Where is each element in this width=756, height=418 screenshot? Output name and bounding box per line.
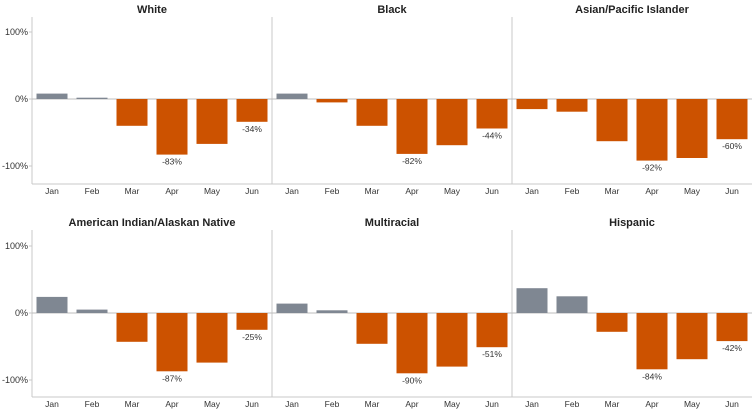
x-tick-label: May	[204, 399, 221, 409]
bar-mar	[116, 99, 148, 126]
panel-title: American Indian/Alaskan Native	[69, 217, 236, 229]
y-tick-label: 0%	[15, 308, 28, 318]
x-tick-label: Mar	[605, 399, 620, 409]
bar-may	[676, 99, 708, 158]
y-tick-label: 0%	[15, 94, 28, 104]
bar-feb	[556, 296, 588, 314]
bar-mar	[116, 313, 148, 342]
data-label: -83%	[162, 157, 182, 167]
data-label: -60%	[722, 141, 742, 151]
x-tick-label: Apr	[405, 399, 418, 409]
data-label: -92%	[642, 163, 662, 173]
bar-jun	[236, 313, 268, 330]
bar-jun	[476, 313, 508, 348]
x-tick-label: May	[204, 186, 221, 196]
x-tick-label: Apr	[645, 399, 658, 409]
bar-feb	[76, 309, 108, 313]
bar-mar	[356, 313, 388, 344]
data-label: -44%	[482, 131, 502, 141]
x-tick-label: Jan	[525, 399, 539, 409]
data-label: -51%	[482, 349, 502, 359]
x-tick-label: Mar	[125, 186, 140, 196]
bar-feb	[316, 99, 348, 103]
bar-may	[676, 313, 708, 360]
x-tick-label: Jun	[245, 399, 259, 409]
bar-jan	[276, 303, 308, 313]
x-tick-label: Mar	[365, 186, 380, 196]
y-tick-label: 100%	[5, 241, 28, 251]
x-tick-label: Jan	[285, 399, 299, 409]
x-tick-label: Jun	[485, 186, 499, 196]
x-tick-label: Jun	[245, 186, 259, 196]
bar-jan	[516, 99, 548, 110]
bar-jan	[276, 93, 308, 99]
data-label: -87%	[162, 373, 182, 383]
y-tick-label: 100%	[5, 27, 28, 37]
panel-title: Black	[377, 4, 407, 16]
bar-feb	[316, 310, 348, 313]
data-label: -82%	[402, 156, 422, 166]
x-tick-label: May	[684, 186, 701, 196]
x-tick-label: Jan	[285, 186, 299, 196]
x-tick-label: Jan	[45, 186, 59, 196]
x-tick-label: Apr	[165, 399, 178, 409]
bar-mar	[596, 99, 628, 142]
panel-title: Hispanic	[609, 217, 655, 229]
bar-apr	[156, 313, 188, 372]
bar-mar	[596, 313, 628, 332]
bar-apr	[396, 99, 428, 154]
panel-title: Multiracial	[365, 217, 419, 229]
data-label: -84%	[642, 371, 662, 381]
bar-may	[436, 313, 468, 367]
bar-feb	[556, 99, 588, 112]
x-tick-label: May	[444, 186, 461, 196]
x-tick-label: Jun	[725, 399, 739, 409]
x-tick-label: Feb	[325, 399, 340, 409]
x-tick-label: May	[444, 399, 461, 409]
x-tick-label: May	[684, 399, 701, 409]
x-tick-label: Apr	[405, 186, 418, 196]
x-tick-label: Apr	[165, 186, 178, 196]
data-label: -34%	[242, 124, 262, 134]
bar-jan	[516, 288, 548, 313]
y-tick-label: -100%	[2, 375, 28, 385]
bar-apr	[636, 99, 668, 161]
x-tick-label: Jun	[485, 399, 499, 409]
bar-may	[436, 99, 468, 146]
x-tick-label: Jun	[725, 186, 739, 196]
x-tick-label: Apr	[645, 186, 658, 196]
x-tick-label: Jan	[45, 399, 59, 409]
x-tick-label: Feb	[325, 186, 340, 196]
x-tick-label: Mar	[605, 186, 620, 196]
y-tick-label: -100%	[2, 161, 28, 171]
x-tick-label: Feb	[85, 399, 100, 409]
bar-feb	[76, 97, 108, 99]
x-tick-label: Feb	[565, 399, 580, 409]
bar-may	[196, 99, 228, 144]
bar-mar	[356, 99, 388, 126]
x-tick-label: Mar	[125, 399, 140, 409]
bar-may	[196, 313, 228, 363]
bar-apr	[396, 313, 428, 374]
data-label: -90%	[402, 375, 422, 385]
bar-jun	[236, 99, 268, 122]
x-tick-label: Feb	[85, 186, 100, 196]
bar-jan	[36, 93, 68, 99]
data-label: -42%	[722, 343, 742, 353]
x-tick-label: Jan	[525, 186, 539, 196]
bar-apr	[636, 313, 668, 370]
bar-jan	[36, 296, 68, 313]
data-label: -25%	[242, 332, 262, 342]
panel-title: White	[137, 4, 167, 16]
panel-title: Asian/Pacific Islander	[575, 4, 689, 16]
x-tick-label: Mar	[365, 399, 380, 409]
bar-jun	[476, 99, 508, 129]
bar-jun	[716, 99, 748, 140]
bar-apr	[156, 99, 188, 155]
bar-jun	[716, 313, 748, 342]
x-tick-label: Feb	[565, 186, 580, 196]
